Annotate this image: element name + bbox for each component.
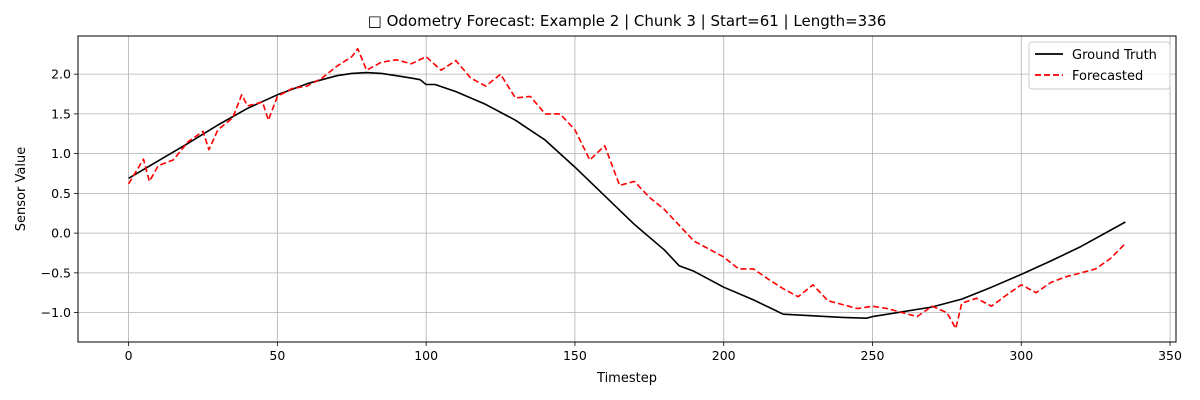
x-tick-label: 0 (125, 348, 133, 363)
y-tick-label: −0.5 (41, 265, 71, 280)
x-tick-label: 350 (1158, 348, 1182, 363)
y-axis-label: Sensor Value (14, 147, 29, 231)
legend: Ground Truth Forecasted (1028, 41, 1171, 90)
plot-frame (77, 35, 1177, 343)
y-tick-label: 2.0 (51, 67, 71, 82)
x-axis-label: Timestep (596, 371, 657, 386)
series-lines (127, 47, 1126, 330)
x-tick-label: 200 (712, 348, 736, 363)
x-tick-label: 50 (269, 348, 285, 363)
legend-label-ground-truth: Ground Truth (1072, 48, 1157, 63)
x-tick-label: 100 (414, 348, 438, 363)
y-tick-label: 0.0 (51, 226, 71, 241)
y-tick-label: −1.0 (41, 305, 71, 320)
grid (78, 36, 1176, 342)
y-tick-label: 1.0 (51, 146, 71, 161)
chart-title: □ Odometry Forecast: Example 2 | Chunk 3… (368, 12, 887, 30)
series-line-ground-truth (128, 71, 1126, 320)
series-line-forecasted (127, 47, 1126, 330)
y-tick-label: 1.5 (51, 106, 71, 121)
ticks: 0 50 100 150 200 250 300 350 −1.0 −0.5 0.0 0.5 1.0 1.… (41, 67, 1182, 363)
x-tick-label: 250 (861, 348, 885, 363)
x-tick-label: 150 (563, 348, 587, 363)
legend-label-forecasted: Forecasted (1072, 69, 1143, 84)
y-tick-label: 0.5 (51, 186, 71, 201)
x-tick-label: 300 (1009, 348, 1033, 363)
legend-box (1028, 41, 1171, 90)
